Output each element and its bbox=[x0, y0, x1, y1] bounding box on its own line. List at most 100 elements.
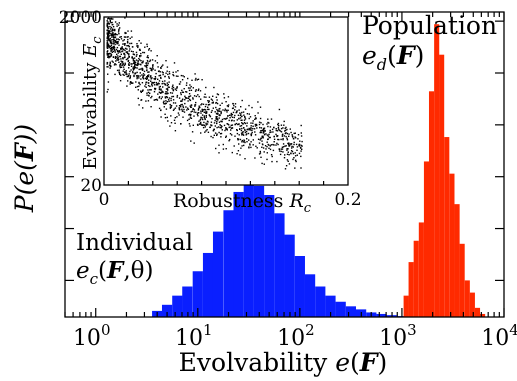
inset-point bbox=[276, 142, 278, 145]
inset-point bbox=[221, 125, 223, 128]
inset-point bbox=[294, 159, 297, 161]
inset-point bbox=[166, 70, 168, 72]
inset-point bbox=[261, 140, 263, 142]
inset-point bbox=[107, 18, 109, 20]
inset-point bbox=[242, 133, 244, 136]
inset-point bbox=[276, 130, 279, 132]
inset-point bbox=[219, 124, 221, 126]
inset-point bbox=[231, 107, 234, 110]
individual-bar bbox=[192, 271, 203, 317]
inset-point bbox=[173, 119, 176, 121]
inset-point bbox=[243, 119, 246, 121]
inset-point bbox=[186, 109, 188, 111]
inset-point bbox=[190, 113, 192, 116]
inset-point bbox=[115, 41, 117, 43]
inset-point bbox=[244, 122, 247, 125]
inset-point bbox=[112, 61, 114, 63]
inset-point bbox=[276, 160, 278, 163]
inset-point bbox=[201, 117, 203, 119]
inset-point bbox=[188, 98, 191, 101]
inset-point bbox=[124, 71, 126, 73]
inset-point bbox=[136, 85, 139, 88]
inset-point bbox=[285, 145, 287, 147]
inset-point bbox=[121, 46, 123, 48]
inset-point bbox=[266, 123, 268, 125]
inset-point bbox=[290, 143, 293, 145]
inset-point bbox=[215, 117, 217, 119]
inset-point bbox=[131, 63, 133, 65]
inset-point bbox=[266, 152, 268, 154]
inset-point bbox=[211, 99, 214, 101]
inset-point bbox=[250, 122, 252, 124]
inset-point bbox=[175, 89, 178, 91]
population-bar bbox=[439, 54, 445, 317]
inset-point bbox=[283, 120, 285, 123]
inset-point bbox=[282, 146, 285, 148]
inset-point bbox=[279, 130, 282, 132]
inset-point bbox=[278, 129, 281, 131]
inset-point bbox=[124, 31, 126, 34]
inset-point bbox=[284, 168, 287, 170]
inset-point bbox=[154, 88, 156, 91]
inset-point bbox=[181, 100, 183, 102]
inset-point bbox=[107, 33, 110, 35]
inset-point bbox=[287, 148, 289, 150]
inset-point bbox=[143, 74, 146, 76]
x-tick-label: 100 bbox=[73, 321, 111, 351]
inset-point bbox=[119, 73, 121, 76]
inset-point bbox=[147, 84, 150, 87]
inset-point bbox=[137, 64, 139, 66]
inset-point bbox=[150, 76, 152, 78]
inset-point bbox=[163, 100, 165, 102]
inset-point bbox=[250, 146, 252, 149]
inset-point bbox=[286, 128, 288, 131]
inset-point bbox=[142, 68, 144, 70]
inset-point bbox=[135, 86, 137, 88]
inset-point bbox=[107, 32, 110, 34]
inset-point bbox=[135, 81, 137, 83]
inset-point bbox=[106, 29, 108, 32]
individual-bar bbox=[223, 210, 234, 317]
individual-bar bbox=[253, 185, 265, 317]
inset-point bbox=[139, 72, 141, 74]
inset-point bbox=[294, 136, 296, 138]
individual-bar bbox=[345, 306, 356, 317]
inset-point bbox=[159, 74, 162, 76]
inset-point bbox=[220, 127, 222, 129]
inset-point bbox=[165, 100, 167, 102]
inset-point bbox=[154, 78, 156, 81]
inset-point bbox=[220, 132, 223, 135]
inset-point bbox=[118, 61, 120, 63]
inset-point bbox=[249, 144, 251, 146]
inset-point bbox=[204, 93, 206, 95]
inset-point bbox=[166, 82, 168, 84]
inset-point bbox=[278, 150, 281, 152]
inset-point bbox=[172, 89, 174, 91]
inset-point bbox=[170, 115, 172, 117]
inset-point bbox=[194, 79, 197, 81]
inset-point bbox=[190, 85, 192, 88]
inset-point bbox=[269, 131, 271, 134]
inset-point bbox=[174, 102, 177, 104]
inset-point bbox=[300, 167, 302, 169]
inset-point bbox=[241, 127, 243, 130]
inset-point bbox=[278, 108, 281, 111]
inset-point bbox=[203, 116, 205, 118]
inset-point bbox=[120, 58, 122, 60]
inset-point bbox=[146, 77, 148, 79]
inset-point bbox=[106, 46, 108, 48]
inset-point bbox=[163, 82, 165, 85]
inset-point bbox=[174, 130, 177, 132]
inset-point bbox=[221, 102, 223, 104]
inset-point bbox=[254, 125, 257, 127]
inset-point bbox=[140, 99, 143, 101]
inset-point bbox=[146, 92, 148, 94]
inset-point bbox=[207, 100, 209, 102]
inset-point bbox=[223, 93, 225, 95]
inset-point bbox=[281, 135, 284, 137]
inset-point bbox=[119, 80, 122, 82]
inset-point bbox=[207, 108, 209, 111]
inset-point bbox=[277, 123, 279, 126]
inset-point bbox=[197, 94, 199, 96]
inset-point bbox=[270, 144, 272, 146]
